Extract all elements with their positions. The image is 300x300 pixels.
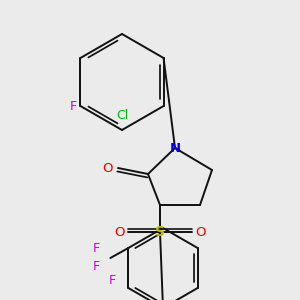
- Text: O: O: [115, 226, 125, 238]
- Text: Cl: Cl: [116, 109, 128, 122]
- Text: O: O: [103, 161, 113, 175]
- Text: F: F: [93, 242, 100, 254]
- Text: O: O: [195, 226, 206, 238]
- Text: F: F: [69, 100, 76, 112]
- Text: F: F: [109, 274, 116, 287]
- Text: S: S: [155, 225, 165, 239]
- Text: N: N: [169, 142, 181, 154]
- Text: F: F: [93, 260, 100, 272]
